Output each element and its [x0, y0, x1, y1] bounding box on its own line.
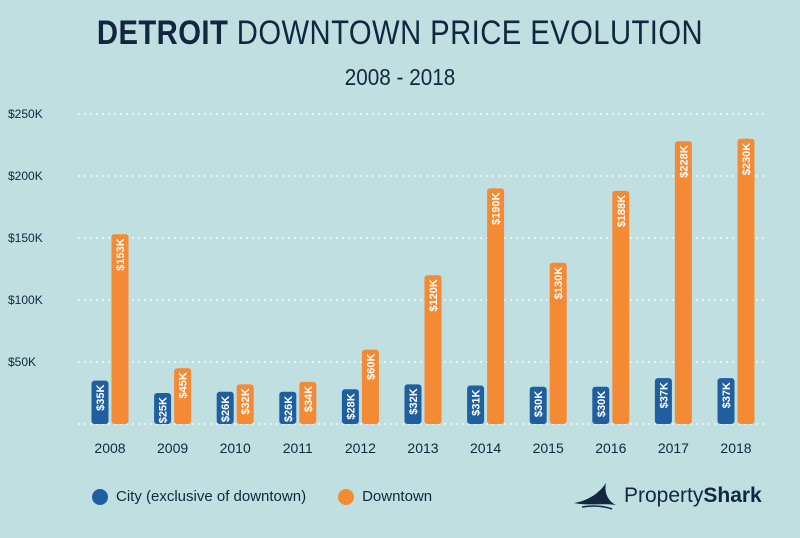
chart-title-bold: DETROIT	[96, 14, 229, 52]
legend-item-downtown: Downtown	[338, 488, 432, 505]
chart-title-rest: DOWNTOWN PRICE EVOLUTION	[228, 14, 704, 52]
data-label-downtown: $120K	[428, 279, 440, 311]
y-tick-label: $200K	[8, 169, 43, 183]
data-label-downtown: $45K	[178, 372, 190, 398]
data-label-downtown: $60K	[365, 354, 377, 380]
x-tick-label: 2016	[595, 440, 626, 456]
y-tick-label: $50K	[8, 355, 36, 369]
bar-city	[404, 384, 422, 424]
y-tick-label: $150K	[8, 231, 43, 245]
chart-subtitle: 2008 - 2018	[344, 64, 456, 90]
data-label-downtown: $130K	[553, 267, 565, 299]
bar-downtown	[674, 141, 692, 424]
data-label-city: $30K	[596, 391, 608, 417]
bar-city	[216, 391, 234, 424]
x-tick-label: 2017	[658, 440, 689, 456]
bar-city	[154, 393, 172, 424]
data-label-city: $25K	[158, 397, 170, 423]
data-label-city: $26K	[283, 396, 295, 422]
legend-swatch-downtown	[338, 488, 355, 505]
chart-title: DETROIT DOWNTOWN PRICE EVOLUTION	[56, 14, 744, 53]
bar-city	[654, 378, 672, 424]
data-label-city: $26K	[220, 396, 232, 422]
data-label-city: $32K	[408, 388, 420, 414]
bar-downtown	[549, 262, 567, 424]
data-label-city: $37K	[658, 382, 670, 408]
legend-item-city: City (exclusive of downtown)	[92, 488, 306, 505]
brand-name-bold: Shark	[703, 484, 762, 507]
bar-city	[717, 378, 735, 424]
bar-downtown	[737, 138, 755, 425]
data-label-downtown: $32K	[240, 388, 252, 414]
y-tick-label: $100K	[8, 293, 43, 307]
bar-downtown	[236, 384, 254, 424]
x-tick-label: 2012	[345, 440, 376, 456]
data-label-city: $30K	[533, 391, 545, 417]
legend-swatch-city	[92, 488, 108, 505]
bar-downtown	[174, 368, 192, 424]
legend: City (exclusive of downtown) Downtown	[92, 488, 454, 505]
data-label-downtown: $188K	[616, 195, 628, 227]
brand-name: PropertyShark	[624, 484, 762, 508]
bar-city	[529, 386, 547, 424]
bar-city	[279, 391, 297, 424]
bar-city	[592, 386, 610, 424]
x-tick-label: 2018	[720, 440, 751, 456]
bar-downtown	[361, 349, 379, 424]
bar-downtown	[111, 234, 129, 424]
data-label-city: $35K	[95, 385, 107, 411]
x-tick-label: 2014	[470, 440, 501, 456]
data-label-downtown: $153K	[115, 238, 127, 270]
data-label-downtown: $230K	[741, 143, 753, 175]
legend-label-downtown: Downtown	[362, 488, 433, 505]
bar-city	[91, 380, 109, 424]
bar-downtown	[299, 381, 317, 424]
data-label-city: $31K	[471, 390, 483, 416]
x-tick-label: 2010	[220, 440, 251, 456]
data-label-city: $37K	[721, 382, 733, 408]
brand-logo: PropertyShark	[572, 478, 772, 514]
shark-fin-icon	[574, 483, 616, 510]
bar-city	[341, 389, 359, 424]
x-tick-label: 2008	[94, 440, 125, 456]
x-tick-label: 2015	[533, 440, 564, 456]
x-tick-label: 2009	[157, 440, 188, 456]
data-label-downtown: $228K	[678, 145, 690, 177]
x-tick-label: 2011	[283, 440, 313, 456]
data-label-downtown: $190K	[491, 192, 503, 224]
bar-downtown	[424, 275, 442, 424]
bar-downtown	[612, 190, 630, 424]
y-tick-label: $250K	[8, 107, 43, 121]
data-label-downtown: $34K	[303, 386, 315, 412]
bar-city	[467, 385, 485, 424]
legend-label-city: City (exclusive of downtown)	[116, 488, 307, 505]
bar-downtown	[487, 188, 505, 424]
brand-name-light: Property	[624, 484, 704, 507]
data-label-city: $28K	[345, 393, 357, 419]
x-tick-label: 2013	[407, 440, 438, 456]
